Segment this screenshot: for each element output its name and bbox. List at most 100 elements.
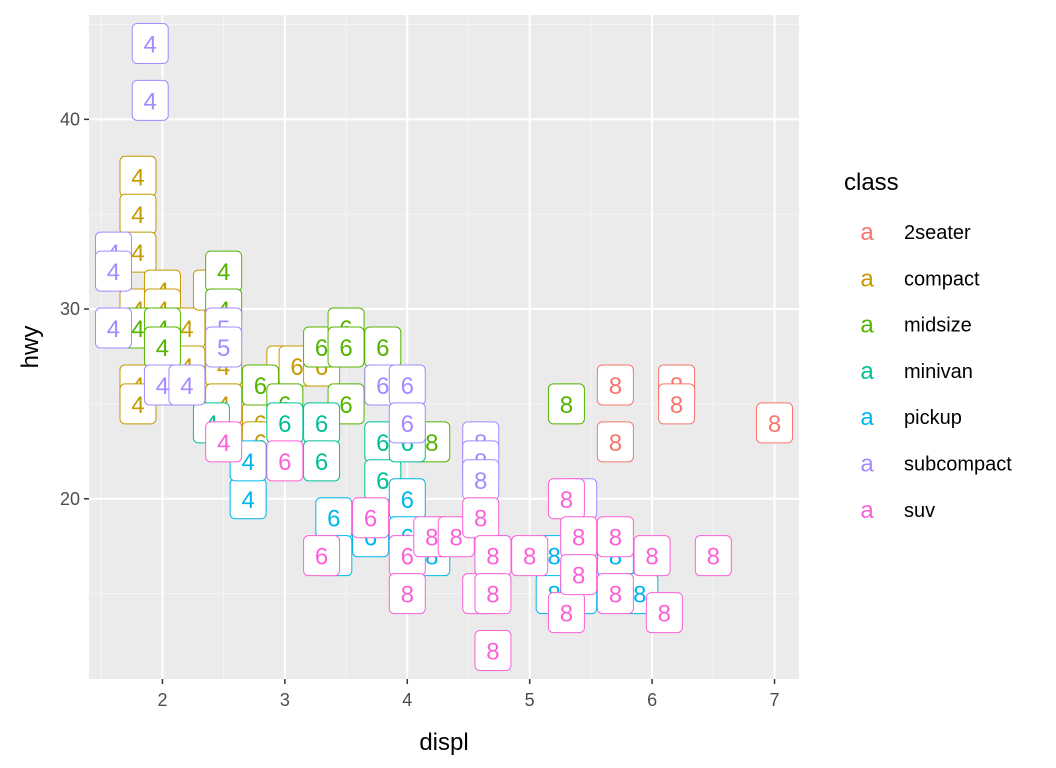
legend-key: a bbox=[860, 312, 874, 339]
data-point-suv: 4 bbox=[205, 421, 243, 463]
point-label-text: 4 bbox=[107, 316, 120, 343]
data-point-suv: 8 bbox=[511, 535, 549, 577]
legend-entry-pickup: a pickup bbox=[860, 404, 961, 431]
data-point-2seater: 8 bbox=[596, 364, 634, 406]
point-label-box bbox=[303, 440, 341, 482]
point-label-text: 8 bbox=[486, 582, 499, 609]
point-label-text: 8 bbox=[560, 487, 573, 514]
point-label-box bbox=[596, 516, 634, 558]
data-point-2seater: 8 bbox=[658, 383, 696, 425]
legend-key: a bbox=[860, 219, 874, 246]
point-label-text: 8 bbox=[633, 582, 646, 609]
point-label-text: 4 bbox=[107, 259, 120, 286]
point-label-text: 6 bbox=[278, 449, 291, 476]
point-label-text: 8 bbox=[572, 563, 585, 590]
point-label-text: 4 bbox=[144, 31, 157, 58]
point-label-box bbox=[633, 535, 671, 577]
legend-label: minivan bbox=[904, 361, 973, 383]
legend-label: compact bbox=[904, 268, 980, 290]
point-label-box bbox=[303, 535, 341, 577]
data-point-suv: 8 bbox=[645, 592, 683, 634]
data-point-subcompact: 4 bbox=[94, 307, 132, 349]
point-label-text: 6 bbox=[254, 373, 267, 400]
point-label-text: 8 bbox=[609, 525, 622, 552]
data-points: 8888844444444444446666644444666666668846… bbox=[94, 22, 794, 672]
point-label-text: 6 bbox=[401, 373, 414, 400]
point-label-text: 6 bbox=[315, 449, 328, 476]
point-label-text: 8 bbox=[560, 601, 573, 628]
point-label-box bbox=[168, 364, 206, 406]
point-label-box bbox=[94, 250, 132, 292]
point-label-text: 8 bbox=[658, 601, 671, 628]
x-tick-label: 3 bbox=[280, 690, 290, 710]
point-label-box bbox=[327, 326, 365, 368]
data-point-midsize: 4 bbox=[143, 326, 181, 368]
point-label-text: 6 bbox=[278, 411, 291, 438]
data-point-subcompact: 8 bbox=[462, 459, 500, 501]
data-point-midsize: 4 bbox=[205, 250, 243, 292]
data-point-suv: 8 bbox=[560, 554, 598, 596]
point-label-text: 4 bbox=[180, 373, 193, 400]
legend-key: a bbox=[860, 358, 874, 385]
point-label-text: 4 bbox=[241, 487, 254, 514]
point-label-text: 8 bbox=[707, 544, 720, 571]
y-tick-label: 30 bbox=[60, 299, 80, 319]
point-label-text: 4 bbox=[131, 392, 144, 419]
data-point-suv: 8 bbox=[596, 516, 634, 558]
y-axis-title: hwy bbox=[17, 326, 44, 369]
x-tick-label: 4 bbox=[402, 690, 412, 710]
point-label-box bbox=[596, 421, 634, 463]
data-point-suv: 8 bbox=[633, 535, 671, 577]
data-point-2seater: 8 bbox=[596, 421, 634, 463]
data-point-midsize: 6 bbox=[327, 326, 365, 368]
point-label-box bbox=[645, 592, 683, 634]
data-point-suv: 8 bbox=[474, 535, 512, 577]
x-axis-title: displ bbox=[419, 729, 468, 756]
x-tick-label: 5 bbox=[525, 690, 535, 710]
point-label-box bbox=[388, 402, 426, 444]
data-point-minivan: 6 bbox=[303, 402, 341, 444]
point-label-text: 4 bbox=[156, 373, 169, 400]
legend-entry-minivan: a minivan bbox=[860, 358, 973, 385]
point-label-text: 8 bbox=[645, 544, 658, 571]
point-label-text: 8 bbox=[523, 544, 536, 571]
data-point-subcompact: 5 bbox=[205, 326, 243, 368]
data-point-pickup: 4 bbox=[229, 478, 267, 520]
point-label-box bbox=[658, 383, 696, 425]
point-label-text: 4 bbox=[217, 259, 230, 286]
data-point-suv: 8 bbox=[388, 573, 426, 615]
point-label-text: 8 bbox=[609, 373, 622, 400]
point-label-text: 8 bbox=[670, 392, 683, 419]
legend-entry-compact: a compact bbox=[860, 265, 980, 292]
data-point-subcompact: 4 bbox=[94, 250, 132, 292]
point-label-text: 8 bbox=[474, 506, 487, 533]
point-label-box bbox=[694, 535, 732, 577]
point-label-box bbox=[596, 364, 634, 406]
point-label-text: 8 bbox=[450, 525, 463, 552]
legend-key: a bbox=[860, 404, 874, 431]
point-label-text: 8 bbox=[425, 430, 438, 457]
data-point-suv: 8 bbox=[694, 535, 732, 577]
data-point-suv: 8 bbox=[474, 630, 512, 672]
point-label-text: 6 bbox=[376, 373, 389, 400]
point-label-text: 4 bbox=[217, 430, 230, 457]
point-label-text: 8 bbox=[401, 582, 414, 609]
legend-label: suv bbox=[904, 500, 935, 522]
legend-label: pickup bbox=[904, 407, 962, 429]
data-point-suv: 8 bbox=[462, 497, 500, 539]
point-label-text: 8 bbox=[425, 525, 438, 552]
point-label-text: 8 bbox=[609, 582, 622, 609]
point-label-text: 6 bbox=[315, 335, 328, 362]
point-label-box bbox=[474, 573, 512, 615]
data-point-midsize: 6 bbox=[364, 326, 402, 368]
point-label-box bbox=[511, 535, 549, 577]
point-label-text: 6 bbox=[339, 335, 352, 362]
data-point-compact: 4 bbox=[119, 155, 157, 197]
point-label-box bbox=[352, 497, 390, 539]
point-label-text: 4 bbox=[156, 335, 169, 362]
y-tick-label: 20 bbox=[60, 489, 80, 509]
data-point-compact: 4 bbox=[119, 193, 157, 235]
point-label-text: 6 bbox=[364, 506, 377, 533]
legend-entry-2seater: a 2seater bbox=[860, 219, 971, 246]
